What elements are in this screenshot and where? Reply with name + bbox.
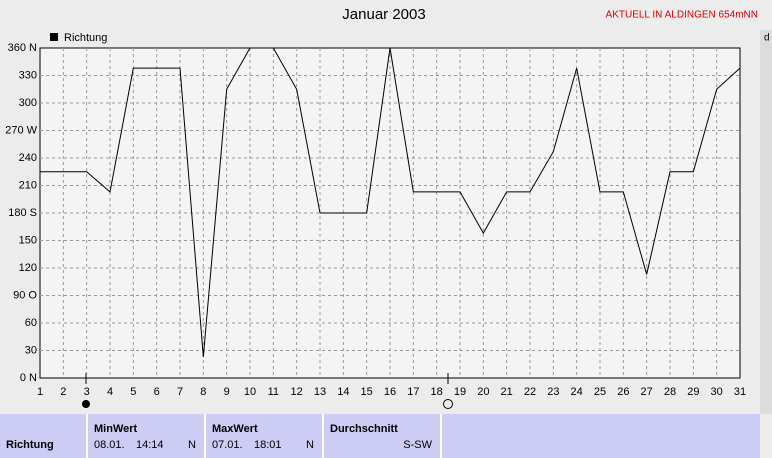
x-tick-label: 12 bbox=[291, 386, 303, 398]
header: Durchschnitt bbox=[330, 423, 398, 435]
note: AKTUELL IN ALDINGEN 654mNN bbox=[606, 10, 758, 21]
time: 14:14 bbox=[136, 439, 164, 451]
date: 08.01. bbox=[94, 439, 125, 451]
row-label: Richtung bbox=[6, 439, 54, 451]
x-tick-label: 4 bbox=[107, 386, 113, 398]
y-tick-label: 120 bbox=[19, 262, 37, 274]
x-tick-label: 7 bbox=[177, 386, 183, 398]
x-tick-label: 29 bbox=[687, 386, 699, 398]
x-tick-label: 2 bbox=[60, 386, 66, 398]
x-tick-label: 26 bbox=[617, 386, 629, 398]
header: MaxWert bbox=[212, 423, 258, 435]
x-tick-label: 13 bbox=[314, 386, 326, 398]
value: S-SW bbox=[403, 439, 432, 451]
min-cell: MinWert 08.01. 14:14 N bbox=[88, 414, 206, 458]
legend-label: Richtung bbox=[64, 32, 107, 44]
x-tick-label: 6 bbox=[154, 386, 160, 398]
x-tick-label: 27 bbox=[641, 386, 653, 398]
y-tick-label: 240 bbox=[19, 152, 37, 164]
y-tick-label: 60 bbox=[25, 317, 37, 329]
y-tick-label: 90 O bbox=[13, 289, 37, 301]
y-tick-label: 180 S bbox=[8, 207, 37, 219]
max-cell: MaxWert 07.01. 18:01 N bbox=[206, 414, 324, 458]
x-tick-label: 11 bbox=[268, 386, 279, 398]
y-tick-label: 330 bbox=[19, 69, 37, 81]
chart: Januar 2003 AKTUELL IN ALDINGEN 654mNN d… bbox=[5, 5, 772, 414]
x-tick-label: 14 bbox=[337, 386, 349, 398]
y-tick-label: 150 bbox=[19, 234, 37, 246]
x-tick-label: 16 bbox=[384, 386, 396, 398]
row-cell: Richtung bbox=[0, 414, 88, 458]
x-tick-label: 24 bbox=[571, 386, 583, 398]
x-tick-label: 10 bbox=[244, 386, 256, 398]
max-marker bbox=[443, 399, 453, 409]
x-tick-label: 15 bbox=[361, 386, 373, 398]
chart-title: Januar 2003 bbox=[342, 6, 425, 23]
scrollbar bbox=[760, 30, 772, 414]
x-tick-label: 5 bbox=[130, 386, 136, 398]
x-tick-label: 30 bbox=[711, 386, 723, 398]
x-tick-label: 31 bbox=[734, 386, 746, 398]
x-tick-label: 9 bbox=[224, 386, 230, 398]
x-tick-label: 22 bbox=[524, 386, 536, 398]
data-line bbox=[40, 47, 741, 357]
value: N bbox=[306, 439, 314, 451]
header: MinWert bbox=[94, 423, 138, 435]
y-tick-label: 360 N bbox=[8, 42, 37, 54]
x-tick-label: 19 bbox=[454, 386, 466, 398]
right-label: d bbox=[764, 33, 770, 44]
x-tick-label: 8 bbox=[200, 386, 206, 398]
x-tick-label: 28 bbox=[664, 386, 676, 398]
date: 07.01. bbox=[212, 439, 243, 451]
min-marker bbox=[82, 400, 90, 408]
x-tick-label: 25 bbox=[594, 386, 606, 398]
y-tick-label: 300 bbox=[19, 97, 37, 109]
x-tick-label: 21 bbox=[501, 386, 513, 398]
avg-cell: Durchschnitt S-SW bbox=[324, 414, 442, 458]
x-tick-label: 18 bbox=[431, 386, 443, 398]
legend-swatch bbox=[50, 33, 58, 41]
y-tick-label: 30 bbox=[25, 344, 37, 356]
x-tick-label: 3 bbox=[84, 386, 90, 398]
x-tick-label: 17 bbox=[407, 386, 419, 398]
x-tick-label: 1 bbox=[37, 386, 43, 398]
x-tick-label: 23 bbox=[547, 386, 559, 398]
summary-panel: Richtung MinWert 08.01. 14:14 N MaxWert … bbox=[0, 414, 760, 458]
x-tick-label: 20 bbox=[477, 386, 489, 398]
y-tick-label: 270 W bbox=[5, 124, 37, 136]
y-tick-label: 210 bbox=[19, 179, 37, 191]
value: N bbox=[188, 439, 196, 451]
y-tick-label: 0 N bbox=[20, 372, 37, 384]
time: 18:01 bbox=[254, 439, 282, 451]
